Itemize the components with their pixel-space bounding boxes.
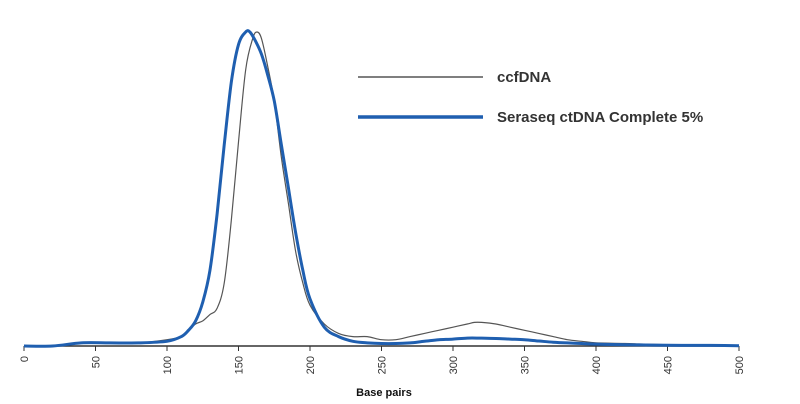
axis-layer: 0 50 100 150 200 250 300 350 400 450 500 (19, 345, 746, 374)
x-tick-label: 450 (663, 356, 675, 374)
x-tick-label: 200 (305, 356, 317, 374)
x-tick-label: 50 (91, 356, 103, 368)
legend: ccfDNA Seraseq ctDNA Complete 5% (358, 69, 703, 126)
series-line-seraseq (23, 29, 740, 348)
x-tick-label: 400 (591, 356, 603, 374)
x-tick-label: 150 (234, 356, 246, 374)
x-tick-label: 300 (448, 356, 460, 374)
x-tick-label: 500 (734, 356, 746, 374)
x-axis-title: Base pairs (356, 387, 412, 399)
series-layer (23, 29, 740, 348)
x-tick-label: 0 (19, 356, 31, 362)
x-tick-label: 350 (520, 356, 532, 374)
x-tick-label: 100 (162, 356, 174, 374)
x-tick-label: 250 (377, 356, 389, 374)
series-line-ccfdna (23, 31, 739, 347)
legend-label-1: Seraseq ctDNA Complete 5% (497, 109, 703, 126)
legend-label-0: ccfDNA (497, 69, 551, 86)
